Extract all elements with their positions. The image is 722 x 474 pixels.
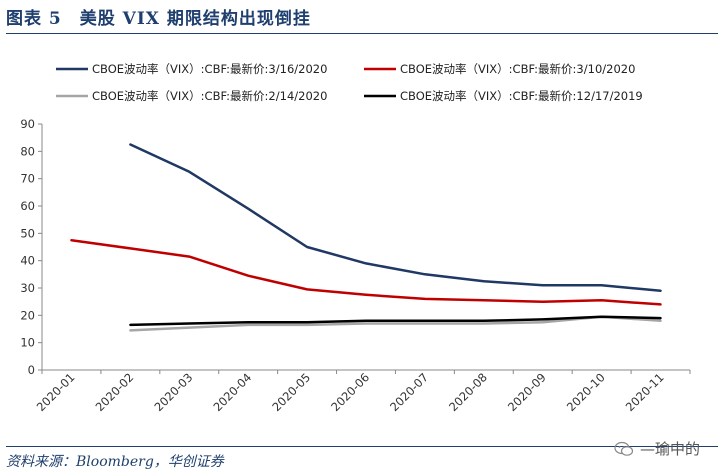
x-tick-label: 2020-03 [152,370,196,414]
x-tick-label: 2020-09 [505,370,549,414]
legend-label-1: CBOE波动率（VIX）:CBF:最新价:3/10/2020 [400,62,635,76]
x-tick-label: 2020-11 [623,370,667,414]
legend-label-0: CBOE波动率（VIX）:CBF:最新价:3/16/2020 [92,62,327,76]
x-tick-label: 2020-02 [93,370,137,414]
x-ticks: 2020-01 2020-02 2020-03 2020-04 2020-05 2020-… [34,370,691,414]
series-line-2 [129,315,662,332]
y-tick-label: 20 [20,308,35,322]
series-line-3 [129,315,662,327]
y-tick-label: 40 [20,254,35,268]
source-note: 资料来源：Bloomberg，华创证券 [6,454,224,470]
y-tick-label: 30 [20,281,35,295]
watermark-text: —瑜中的 [639,440,700,458]
x-tick-label: 2020-04 [210,370,254,414]
legend-label-2: CBOE波动率（VIX）:CBF:最新价:2/14/2020 [92,89,327,103]
y-tick-label: 10 [20,336,35,350]
x-tick-label: 2020-05 [269,370,313,414]
series-line-1 [70,238,662,306]
bottom-rule [6,446,718,447]
watermark: —瑜中的 [614,438,700,459]
x-tick-label: 2020-10 [564,370,608,414]
vix-term-structure-chart: CBOE波动率（VIX）:CBF:最新价:3/16/2020 CBOE波动率（VI… [20,62,691,414]
y-ticks: 0 10 20 30 40 50 60 70 80 90 [20,117,42,377]
y-tick-label: 90 [20,117,35,131]
x-tick-label: 2020-08 [446,370,490,414]
axes [41,124,690,371]
wechat-icon [614,441,634,456]
top-rule [6,33,718,34]
y-tick-label: 70 [20,172,35,186]
y-tick-label: 0 [28,363,35,377]
plot-area [70,143,662,332]
x-tick-label: 2020-01 [34,370,78,414]
y-tick-label: 50 [20,226,35,240]
legend: CBOE波动率（VIX）:CBF:最新价:3/16/2020 CBOE波动率（VI… [56,62,643,103]
y-tick-label: 80 [20,144,35,158]
x-tick-label: 2020-07 [387,370,431,414]
series-line-0 [129,143,662,292]
figure-title: 图表 5 美股 VIX 期限结构出现倒挂 [6,9,311,29]
x-tick-label: 2020-06 [328,370,372,414]
y-tick-label: 60 [20,199,35,213]
legend-label-3: CBOE波动率（VIX）:CBF:最新价:12/17/2019 [400,89,643,103]
